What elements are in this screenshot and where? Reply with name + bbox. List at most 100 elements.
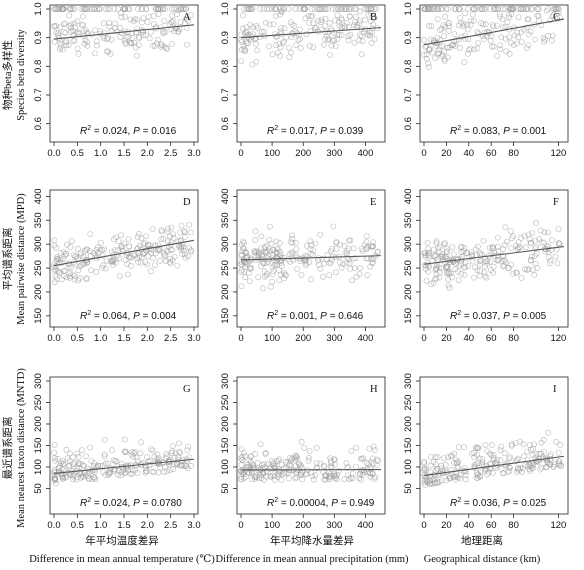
scatter-point	[433, 252, 439, 258]
scatter-point	[441, 254, 448, 260]
scatter-point	[158, 42, 165, 48]
scatter-point	[313, 445, 320, 451]
scatter-point	[346, 23, 352, 30]
scatter-point	[508, 245, 514, 251]
y-tick-label: 150	[403, 438, 414, 454]
scatter-point	[243, 29, 249, 36]
scatter-point	[58, 276, 65, 283]
panel-A: 0.0 0.5 1.0 1.5 2.0 2.5 3.0 0.6 0.7 0.8 0.9 1.0 A R2 …	[33, 2, 201, 159]
scatter-point	[544, 460, 551, 467]
scatter-point	[242, 48, 248, 55]
scatter-point	[240, 468, 247, 475]
scatter-point	[364, 465, 371, 472]
scatter-point	[276, 277, 283, 284]
scatter-point	[334, 36, 341, 42]
scatter-point	[72, 261, 79, 268]
scatter-point	[345, 37, 352, 44]
scatter-point	[87, 231, 94, 237]
scatter-point	[92, 476, 99, 483]
scatter-point	[52, 273, 59, 280]
scatter-point	[185, 443, 192, 450]
scatter-point	[428, 462, 434, 469]
scatter-point	[150, 13, 157, 19]
scatter-point	[67, 28, 74, 35]
panel-G: 0.0 0.5 1.0 1.5 2.0 2.5 3.0 50 100 150 200 250 300 G R…	[33, 373, 201, 531]
scatter-point	[318, 16, 325, 23]
scatter-point	[293, 246, 300, 253]
y-tick-label: 1.0	[220, 2, 231, 15]
scatter-point	[293, 474, 300, 481]
scatter-point	[280, 40, 286, 46]
scatter-point	[138, 439, 144, 446]
scatter-point	[160, 28, 167, 35]
scatter-point	[139, 6, 145, 12]
scatter-point	[475, 40, 481, 46]
scatter-point	[475, 30, 482, 37]
scatter-point	[173, 462, 180, 468]
scatter-point	[506, 468, 513, 474]
scatter-point	[349, 277, 356, 284]
y-tick-label: 50	[33, 483, 44, 494]
scatter-point	[160, 250, 167, 257]
scatter-point	[321, 462, 327, 469]
scatter-point	[273, 42, 279, 48]
scatter-point	[433, 467, 439, 474]
scatter-point	[454, 473, 460, 480]
scatter-point	[116, 255, 123, 262]
x-tick-label: 20	[441, 520, 452, 531]
scatter-point	[371, 447, 378, 453]
y-tick-label: 350	[220, 212, 231, 228]
panel-letter: F	[553, 197, 559, 208]
plot-frame	[236, 189, 386, 328]
scatter-point	[53, 255, 60, 262]
scatter-point	[246, 278, 253, 284]
y-tick-label: 0.6	[33, 117, 44, 130]
scatter-point	[502, 450, 508, 457]
scatter-point	[137, 242, 143, 249]
scatter-point	[448, 467, 455, 473]
scatter-point	[500, 262, 507, 269]
x-tick-label: 0.5	[71, 520, 84, 531]
x-tick-label: 1.5	[117, 333, 130, 344]
scatter-point	[358, 468, 364, 474]
scatter-point	[261, 28, 268, 35]
scatter-point	[278, 461, 285, 468]
scatter-point	[78, 6, 85, 12]
scatter-point	[356, 20, 363, 27]
plot-frame	[419, 4, 569, 143]
scatter-point	[254, 248, 260, 254]
scatter-point	[168, 6, 175, 12]
scatter-point	[278, 30, 285, 37]
scatter-point	[344, 254, 351, 261]
scatter-point	[374, 462, 380, 469]
stats-annotation: R2 = 0.083, P = 0.001	[450, 125, 547, 137]
scatter-point	[302, 15, 309, 22]
scatter-point	[514, 40, 520, 47]
scatter-point	[500, 253, 507, 260]
scatter-points	[51, 6, 194, 59]
x-tick-label: 60	[486, 148, 497, 159]
scatter-point	[522, 266, 528, 273]
scatter-point	[375, 457, 381, 464]
scatter-point	[69, 6, 76, 12]
scatter-point	[425, 253, 432, 259]
panel-F: 0 20 40 60 80 120 150 200 250 300 350 400 F R2 = 0.03…	[403, 188, 569, 344]
scatter-point	[238, 473, 245, 480]
scatter-point	[174, 262, 180, 269]
scatter-point	[335, 6, 342, 12]
scatter-point	[301, 444, 308, 451]
y-tick-label: 250	[220, 260, 231, 276]
scatter-point	[161, 18, 168, 24]
scatter-point	[51, 267, 58, 274]
scatter-point	[514, 456, 521, 463]
scatter-point	[67, 243, 74, 250]
scatter-point	[238, 476, 245, 483]
scatter-point	[128, 30, 135, 36]
scatter-point	[249, 461, 256, 468]
scatter-point	[82, 37, 89, 44]
scatter-point	[261, 273, 268, 280]
scatter-point	[71, 37, 78, 44]
y-tick-label: 0.8	[403, 60, 414, 73]
scatter-point	[106, 469, 112, 475]
scatter-point	[426, 23, 432, 29]
